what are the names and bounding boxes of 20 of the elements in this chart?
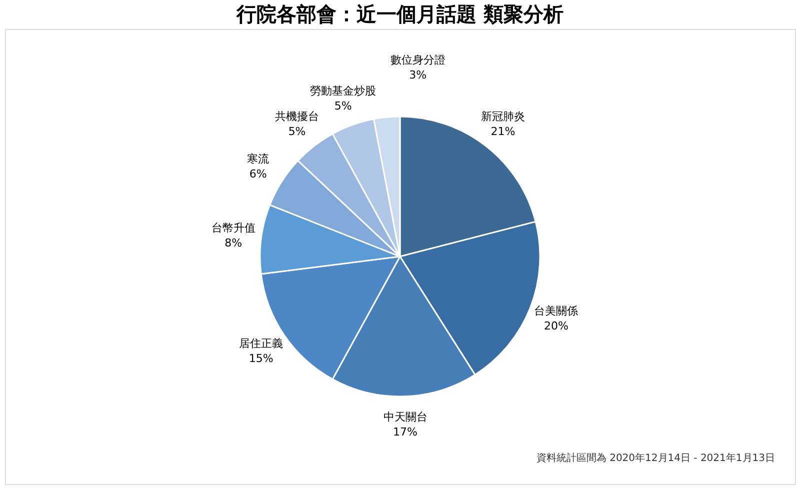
slice-label: 新冠肺炎 — [480, 110, 525, 123]
slice-label: 台美關係 — [534, 304, 578, 318]
data-label: 5% — [334, 99, 352, 112]
data-label: 20% — [544, 319, 568, 332]
slice-label: 勞動基金炒股 — [310, 84, 376, 98]
data-label: 17% — [393, 425, 418, 438]
data-label: 8% — [224, 236, 242, 250]
slice-label: 寒流 — [247, 152, 270, 166]
data-label: 15% — [248, 352, 274, 365]
data-label: 21% — [490, 124, 516, 138]
chart-title: 行院各部會：近一個月話題 類聚分析 — [236, 2, 564, 26]
data-label: 5% — [288, 124, 306, 138]
slice-label: 共機擾台 — [275, 110, 320, 123]
slice-label: 數位身分證 — [390, 53, 446, 66]
slice-label: 台幣升值 — [211, 221, 256, 234]
slice-label: 中天關台 — [383, 410, 428, 424]
slice-label: 居住正義 — [239, 336, 284, 350]
text: 資料統計區間為 2020年12月14日 - 2021年1月13日 — [536, 452, 775, 464]
data-label: 6% — [249, 167, 267, 180]
data-label: 3% — [409, 68, 427, 82]
